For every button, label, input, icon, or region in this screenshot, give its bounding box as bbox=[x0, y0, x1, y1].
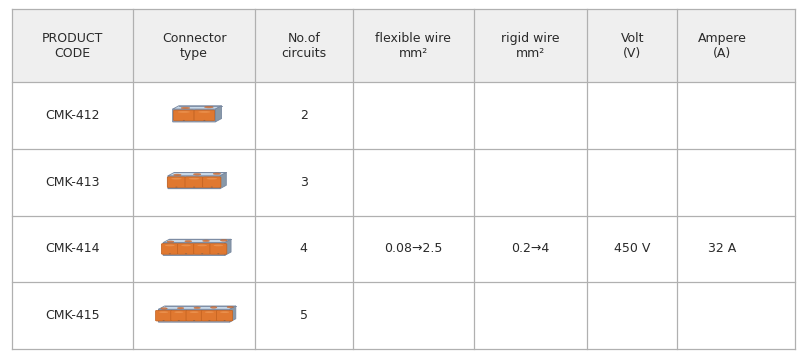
FancyBboxPatch shape bbox=[174, 110, 194, 121]
Text: Ampere
(A): Ampere (A) bbox=[698, 32, 747, 59]
Ellipse shape bbox=[159, 311, 168, 313]
Ellipse shape bbox=[198, 245, 207, 246]
FancyBboxPatch shape bbox=[163, 242, 225, 255]
Polygon shape bbox=[173, 106, 222, 109]
FancyBboxPatch shape bbox=[158, 309, 230, 322]
Ellipse shape bbox=[165, 245, 174, 246]
FancyBboxPatch shape bbox=[185, 177, 203, 188]
Ellipse shape bbox=[190, 311, 199, 313]
Ellipse shape bbox=[185, 241, 192, 242]
Polygon shape bbox=[215, 106, 222, 122]
Text: 0.08→2.5: 0.08→2.5 bbox=[384, 242, 442, 256]
Ellipse shape bbox=[182, 245, 190, 246]
FancyBboxPatch shape bbox=[194, 110, 215, 121]
Text: CMK-412: CMK-412 bbox=[45, 109, 100, 122]
FancyBboxPatch shape bbox=[156, 310, 172, 321]
Ellipse shape bbox=[214, 245, 224, 246]
Text: 0.2→4: 0.2→4 bbox=[512, 242, 550, 256]
Ellipse shape bbox=[174, 311, 183, 313]
Ellipse shape bbox=[167, 241, 174, 242]
Ellipse shape bbox=[217, 253, 220, 254]
Ellipse shape bbox=[220, 240, 228, 241]
Ellipse shape bbox=[178, 307, 184, 309]
Polygon shape bbox=[230, 306, 236, 322]
Ellipse shape bbox=[224, 320, 226, 321]
Text: PRODUCT
CODE: PRODUCT CODE bbox=[42, 32, 103, 59]
Ellipse shape bbox=[201, 253, 203, 254]
Text: 450 V: 450 V bbox=[614, 242, 650, 256]
Ellipse shape bbox=[162, 320, 165, 321]
FancyBboxPatch shape bbox=[210, 243, 227, 254]
Polygon shape bbox=[163, 239, 231, 242]
Ellipse shape bbox=[227, 306, 233, 308]
FancyBboxPatch shape bbox=[178, 243, 194, 254]
Bar bbox=[12, 9, 795, 82]
Ellipse shape bbox=[193, 320, 195, 321]
Text: CMK-414: CMK-414 bbox=[45, 242, 100, 256]
Text: CMK-413: CMK-413 bbox=[45, 176, 100, 189]
Ellipse shape bbox=[199, 111, 211, 113]
Ellipse shape bbox=[169, 253, 171, 254]
Ellipse shape bbox=[207, 178, 217, 179]
Ellipse shape bbox=[205, 311, 214, 313]
FancyBboxPatch shape bbox=[161, 243, 178, 254]
Ellipse shape bbox=[171, 178, 182, 179]
Ellipse shape bbox=[182, 120, 185, 121]
FancyBboxPatch shape bbox=[171, 310, 187, 321]
Polygon shape bbox=[225, 239, 231, 255]
Text: 5: 5 bbox=[299, 309, 307, 322]
FancyBboxPatch shape bbox=[203, 177, 221, 188]
FancyBboxPatch shape bbox=[216, 310, 232, 321]
Text: flexible wire
mm²: flexible wire mm² bbox=[375, 32, 451, 59]
Ellipse shape bbox=[181, 107, 190, 109]
Text: 4: 4 bbox=[299, 242, 307, 256]
Text: Volt
(V): Volt (V) bbox=[621, 32, 644, 59]
Ellipse shape bbox=[208, 320, 211, 321]
FancyBboxPatch shape bbox=[201, 310, 217, 321]
Ellipse shape bbox=[194, 174, 201, 175]
Ellipse shape bbox=[213, 173, 220, 175]
Text: No.of
circuits: No.of circuits bbox=[281, 32, 326, 59]
Polygon shape bbox=[158, 306, 236, 309]
FancyBboxPatch shape bbox=[194, 243, 211, 254]
Polygon shape bbox=[220, 173, 226, 189]
Text: 2: 2 bbox=[299, 109, 307, 122]
Ellipse shape bbox=[203, 240, 210, 242]
Ellipse shape bbox=[178, 111, 190, 113]
Text: rigid wire
mm²: rigid wire mm² bbox=[501, 32, 560, 59]
Text: CMK-415: CMK-415 bbox=[45, 309, 100, 322]
Ellipse shape bbox=[174, 174, 181, 176]
Text: 3: 3 bbox=[299, 176, 307, 189]
FancyBboxPatch shape bbox=[186, 310, 203, 321]
FancyBboxPatch shape bbox=[167, 177, 186, 188]
Ellipse shape bbox=[220, 311, 229, 313]
FancyBboxPatch shape bbox=[168, 176, 220, 189]
Ellipse shape bbox=[204, 106, 213, 108]
Ellipse shape bbox=[161, 308, 167, 309]
Text: Connector
type: Connector type bbox=[162, 32, 226, 59]
Ellipse shape bbox=[203, 120, 206, 121]
Ellipse shape bbox=[178, 320, 180, 321]
Ellipse shape bbox=[185, 253, 187, 254]
FancyBboxPatch shape bbox=[173, 109, 215, 122]
Ellipse shape bbox=[189, 178, 199, 179]
Ellipse shape bbox=[194, 307, 200, 309]
Ellipse shape bbox=[211, 306, 217, 308]
Polygon shape bbox=[168, 173, 226, 176]
Text: 32 A: 32 A bbox=[709, 242, 737, 256]
